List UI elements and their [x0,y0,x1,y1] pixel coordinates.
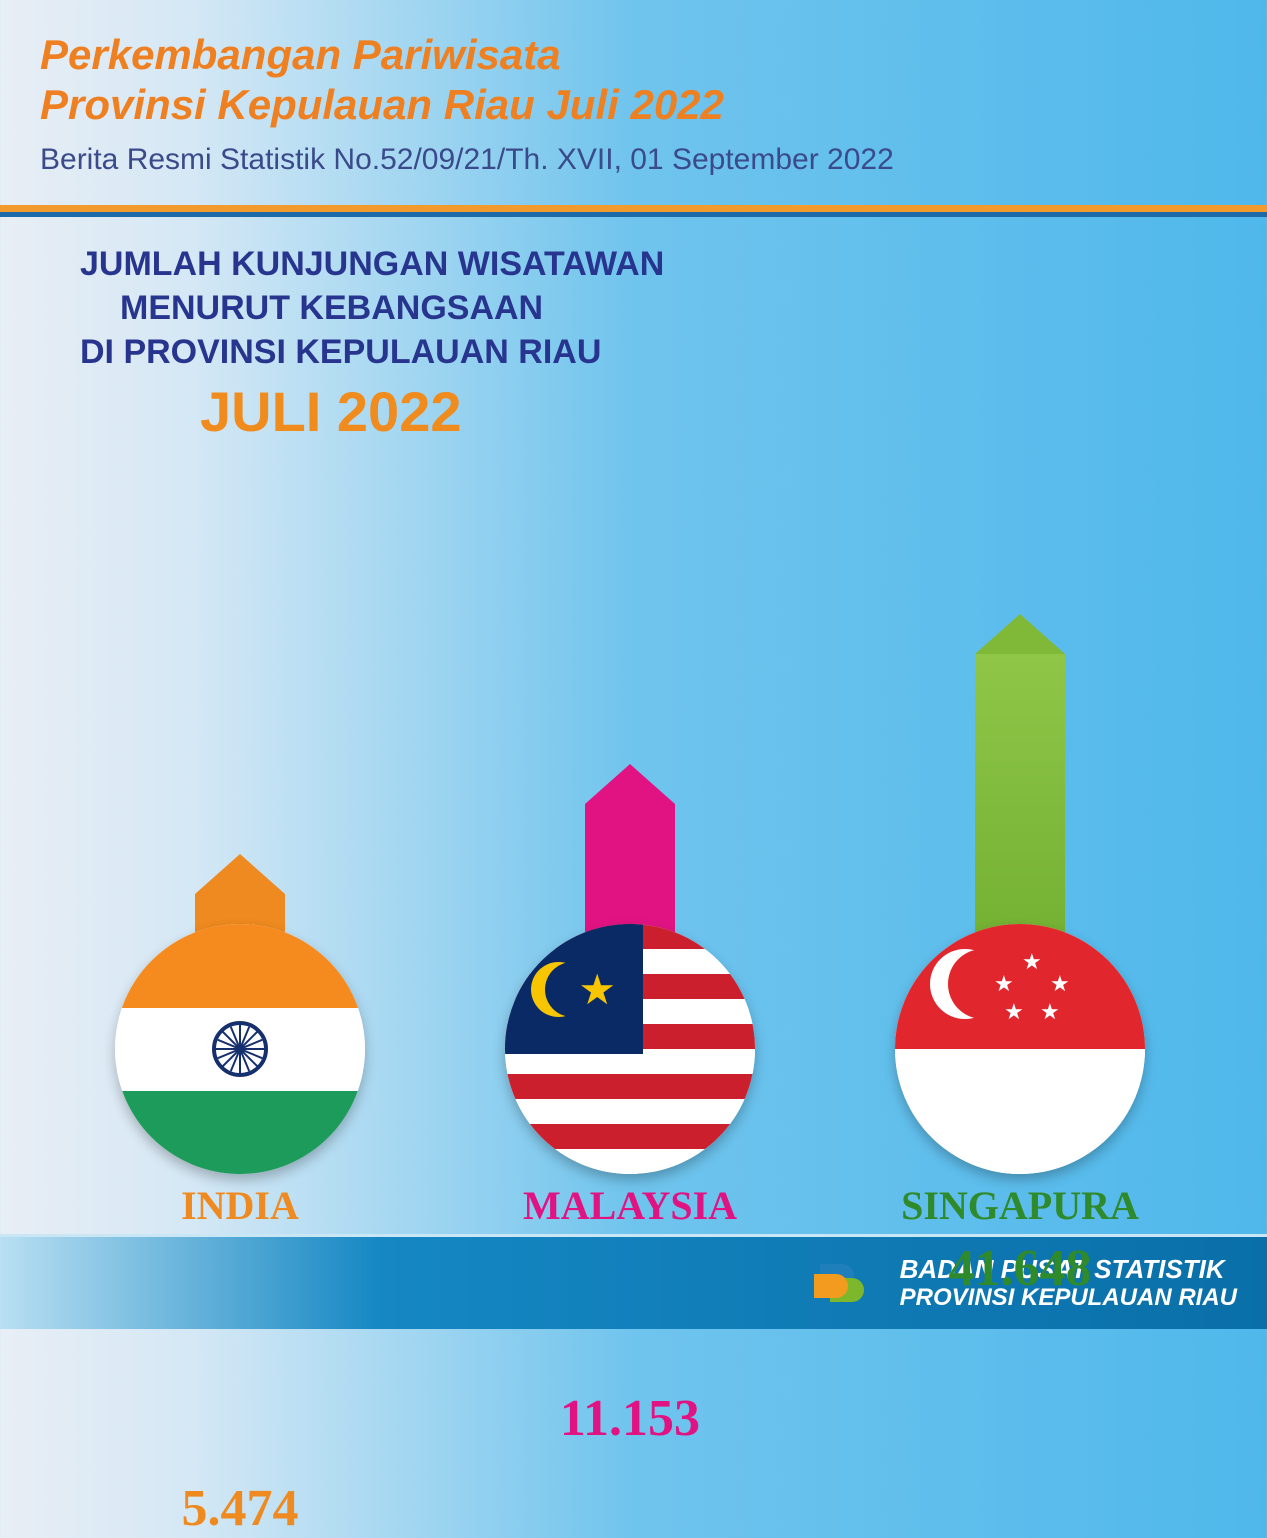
flag-malaysia-icon: ★ [505,924,755,1174]
chakra-icon [210,1019,270,1079]
value-singapore: 41.648 [870,1239,1170,1298]
title-line-2: Provinsi Kepulauan Riau Juli 2022 [40,81,724,128]
divider-bar [0,205,1267,217]
value-malaysia: 11.153 [480,1389,780,1448]
heading-line-2: MENURUT KEBANGSAAN [120,286,1267,330]
country-name-singapore: SINGAPURA [870,1182,1170,1229]
header: Perkembangan Pariwisata Provinsi Kepulau… [0,0,1267,187]
chart-area: 5.474 INDIA 11.153 [0,444,1267,1234]
value-india: 5.474 [90,1479,390,1538]
arrow-head-icon [195,854,285,894]
flag-india-icon [115,924,365,1174]
country-name-malaysia: MALAYSIA [480,1182,780,1229]
section-heading: JUMLAH KUNJUNGAN WISATAWAN MENURUT KEBAN… [80,242,1267,375]
title-line-1: Perkembangan Pariwisata [40,31,561,78]
flag-singapore-icon: ★ ★ ★ ★ ★ [895,924,1145,1174]
country-name-india: INDIA [90,1182,390,1229]
month-label: JULI 2022 [200,379,1267,444]
heading-line-3: DI PROVINSI KEPULAUAN RIAU [80,330,1267,374]
main-title: Perkembangan Pariwisata Provinsi Kepulau… [40,30,1227,131]
subtitle: Berita Resmi Statistik No.52/09/21/Th. X… [40,143,1227,177]
heading-line-1: JUMLAH KUNJUNGAN WISATAWAN [80,242,1267,286]
arrow-head-icon [975,614,1065,654]
arrow-head-icon [585,764,675,804]
